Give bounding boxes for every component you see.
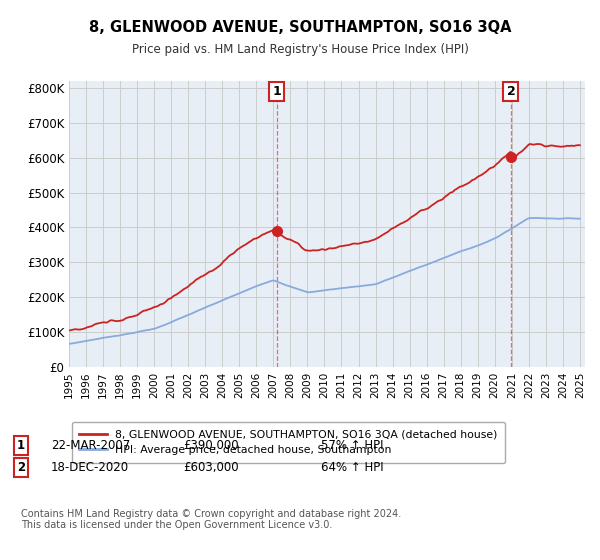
Text: 57% ↑ HPI: 57% ↑ HPI xyxy=(321,438,383,452)
Legend: 8, GLENWOOD AVENUE, SOUTHAMPTON, SO16 3QA (detached house), HPI: Average price, : 8, GLENWOOD AVENUE, SOUTHAMPTON, SO16 3Q… xyxy=(72,422,505,463)
Text: 1: 1 xyxy=(17,438,25,452)
Text: 2: 2 xyxy=(17,461,25,474)
Text: 22-MAR-2007: 22-MAR-2007 xyxy=(51,438,130,452)
Text: 2: 2 xyxy=(506,85,515,98)
Text: £603,000: £603,000 xyxy=(183,461,239,474)
Text: 64% ↑ HPI: 64% ↑ HPI xyxy=(321,461,383,474)
Text: 18-DEC-2020: 18-DEC-2020 xyxy=(51,461,129,474)
Text: £390,000: £390,000 xyxy=(183,438,239,452)
Text: Contains HM Land Registry data © Crown copyright and database right 2024.
This d: Contains HM Land Registry data © Crown c… xyxy=(21,509,401,530)
Text: Price paid vs. HM Land Registry's House Price Index (HPI): Price paid vs. HM Land Registry's House … xyxy=(131,43,469,55)
Text: 8, GLENWOOD AVENUE, SOUTHAMPTON, SO16 3QA: 8, GLENWOOD AVENUE, SOUTHAMPTON, SO16 3Q… xyxy=(89,20,511,35)
Text: 1: 1 xyxy=(272,85,281,98)
